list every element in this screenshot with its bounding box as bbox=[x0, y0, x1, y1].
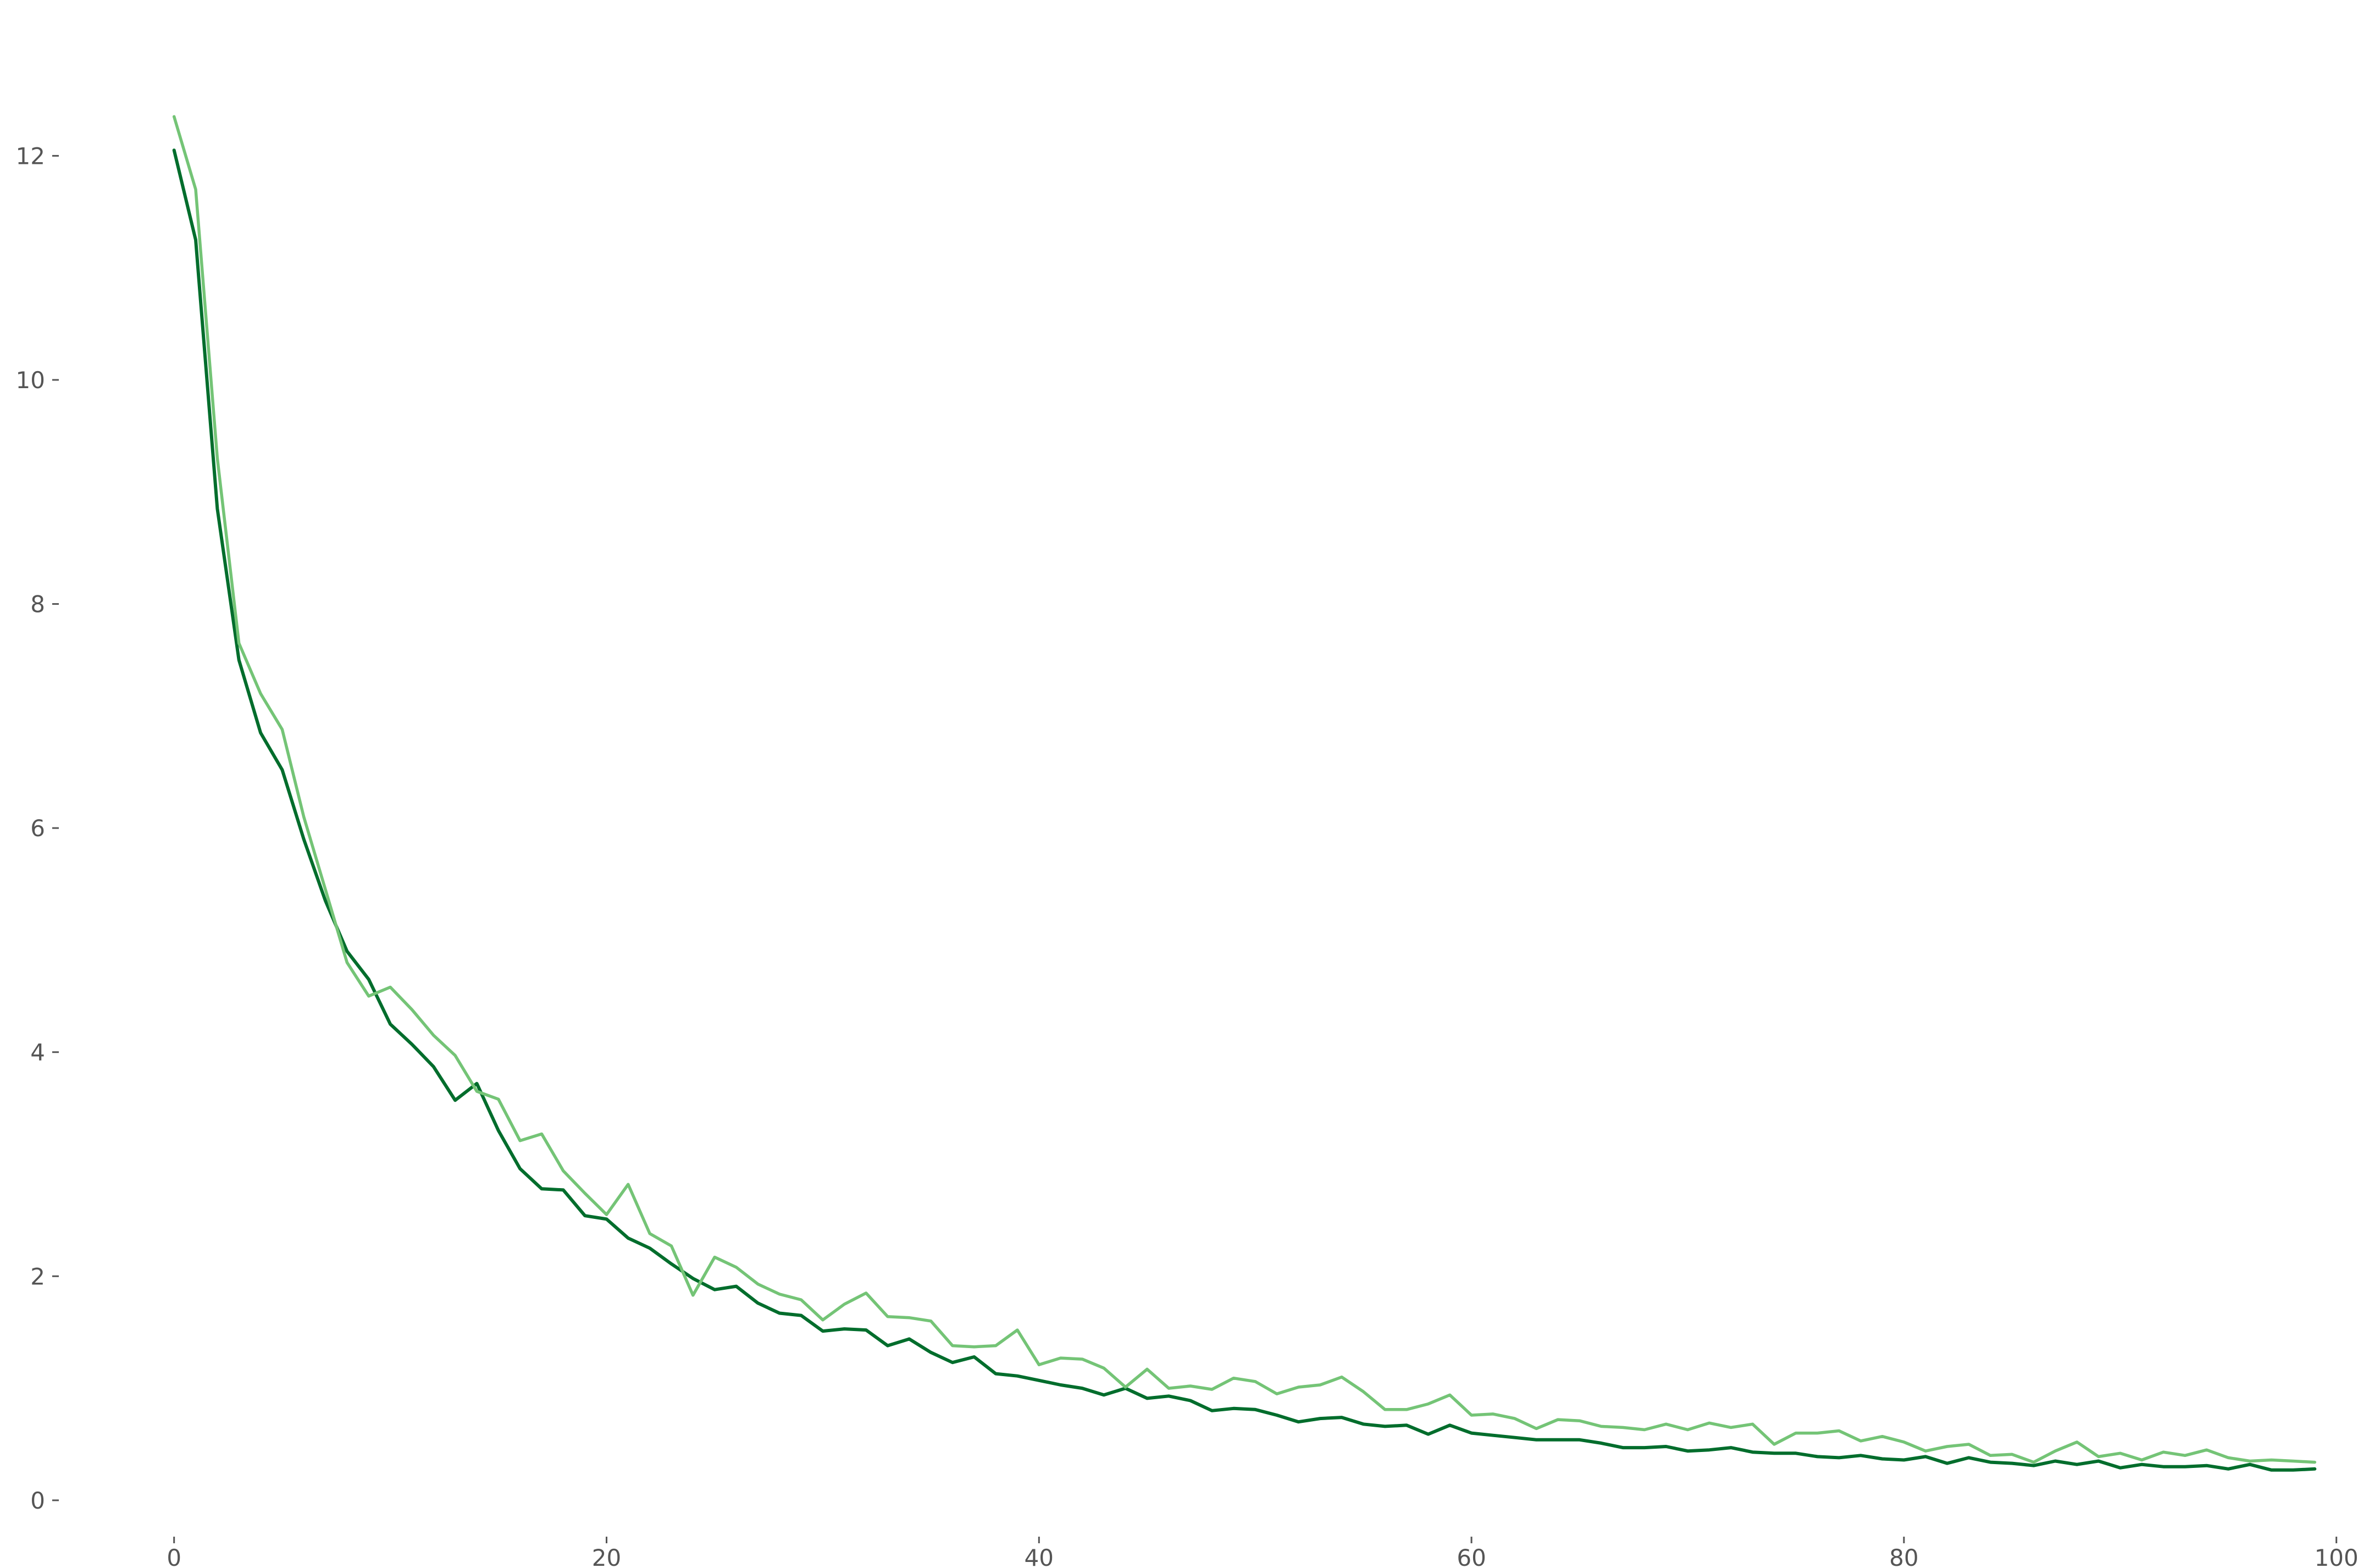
y-axis: 0 2 4 6 8 10 12 bbox=[16, 142, 59, 1514]
series-line-1 bbox=[172, 148, 2317, 1472]
x-tick-label: 100 bbox=[2315, 1544, 2359, 1568]
y-tick-label: 2 bbox=[30, 1263, 45, 1290]
y-tick-label: 8 bbox=[30, 591, 45, 618]
y-tick-label: 10 bbox=[16, 367, 45, 394]
x-tick-label: 60 bbox=[1457, 1544, 1486, 1568]
x-tick-label: 40 bbox=[1025, 1544, 1054, 1568]
x-axis: 0 20 40 60 80 100 bbox=[167, 1537, 2359, 1568]
y-tick-label: 12 bbox=[16, 142, 45, 169]
y-tick-label: 6 bbox=[30, 815, 45, 842]
x-tick-label: 0 bbox=[167, 1544, 181, 1568]
series-layer bbox=[172, 115, 2317, 1472]
x-tick-label: 80 bbox=[1889, 1544, 1918, 1568]
y-tick-label: 0 bbox=[30, 1487, 45, 1514]
y-tick-label: 4 bbox=[30, 1039, 45, 1066]
series-line-2 bbox=[172, 115, 2317, 1464]
x-tick-label: 20 bbox=[592, 1544, 621, 1568]
